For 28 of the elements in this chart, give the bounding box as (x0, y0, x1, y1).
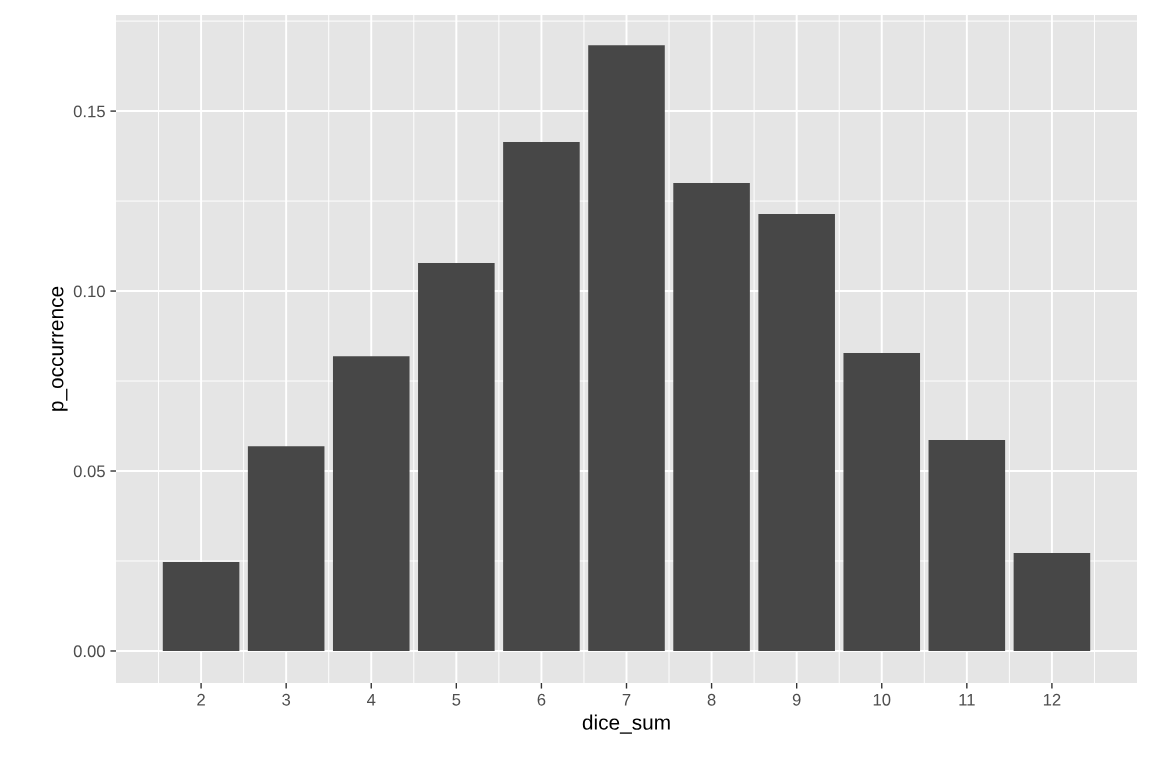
bar (588, 45, 665, 651)
y-axis-title: p_occurrence (52, 286, 68, 411)
x-tick-label: 5 (452, 694, 461, 706)
x-tick-label: 12 (1043, 693, 1061, 706)
y-tick-label: 0.15 (73, 105, 105, 118)
bar (673, 183, 750, 651)
bar (503, 142, 580, 651)
x-tick-label: 4 (367, 694, 376, 706)
bar (332, 356, 410, 651)
x-tick-label: 7 (622, 694, 631, 706)
x-tick-label: 6 (537, 693, 546, 706)
x-tick-label: 10 (873, 693, 891, 706)
x-tick-label: 9 (792, 693, 801, 706)
bar (928, 440, 1006, 651)
x-tick-label: 8 (707, 693, 716, 706)
bar (758, 214, 835, 651)
y-tick-label: 0.00 (73, 645, 105, 658)
y-tick-label: 0.10 (73, 285, 105, 298)
y-tick-label: 0.05 (73, 465, 105, 478)
x-axis-title: dice_sum (582, 714, 670, 734)
bar (247, 446, 325, 651)
x-tick-label: 3 (282, 693, 291, 706)
x-tick-label: 2 (197, 693, 205, 706)
bar (843, 352, 921, 651)
bar (1013, 553, 1091, 651)
bar (418, 262, 495, 651)
bar (162, 562, 240, 651)
x-tick-label: 11 (959, 694, 975, 706)
